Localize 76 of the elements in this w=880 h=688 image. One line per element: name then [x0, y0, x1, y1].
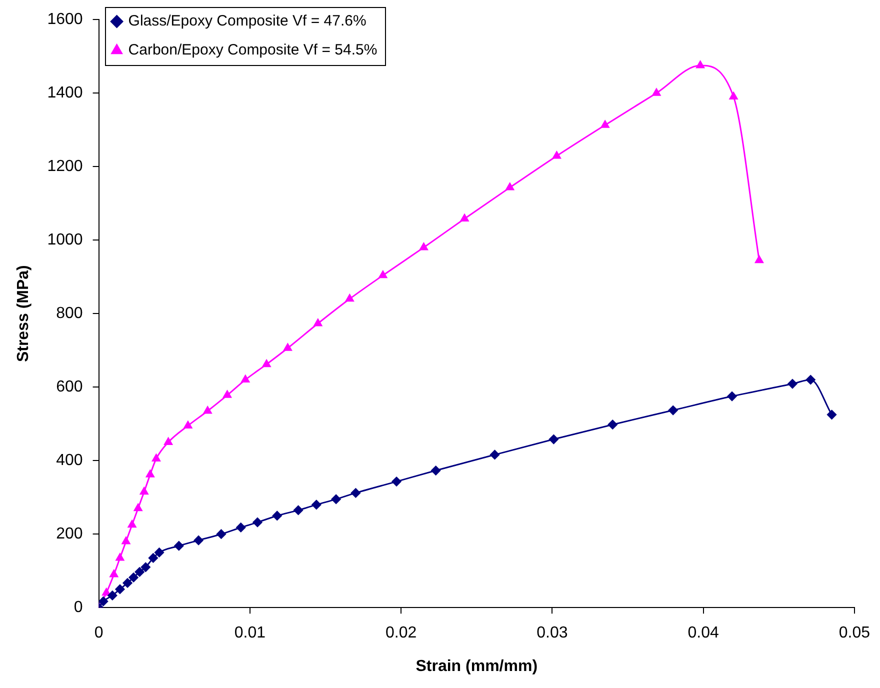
point: [140, 487, 148, 495]
y-tick-label: 1200: [47, 158, 83, 176]
y-axis-title: Stress (MPa): [15, 265, 32, 362]
point: [122, 578, 132, 588]
point: [460, 214, 469, 222]
point: [600, 120, 610, 128]
point: [203, 406, 212, 414]
point: [827, 410, 837, 420]
x-tick-label: 0.04: [688, 624, 719, 642]
point: [755, 256, 764, 264]
x-tick-label: 0.02: [385, 624, 417, 642]
point: [252, 518, 262, 528]
x-tick-label: 0.03: [536, 624, 568, 642]
x-tick-label: 0.05: [838, 624, 870, 642]
x-tick-label: 0.01: [234, 624, 266, 642]
x-tick-label: 0: [94, 624, 104, 642]
point: [194, 536, 204, 546]
point: [262, 360, 271, 368]
point: [548, 434, 558, 444]
point: [184, 420, 192, 428]
point: [134, 504, 142, 512]
legend-label: Carbon/Epoxy Composite Vf = 54.5%: [128, 42, 378, 59]
point: [115, 584, 125, 594]
point: [788, 379, 798, 389]
point: [154, 548, 164, 558]
y-tick-label: 0: [74, 599, 83, 616]
point: [490, 450, 500, 460]
point: [314, 318, 322, 326]
point: [668, 406, 678, 416]
point: [223, 390, 232, 398]
point: [392, 476, 402, 486]
point: [134, 567, 144, 577]
point: [164, 437, 173, 445]
point: [806, 375, 816, 384]
point: [128, 520, 136, 528]
point: [110, 570, 118, 578]
point: [241, 375, 250, 382]
y-tick-label: 1000: [47, 232, 83, 249]
point: [174, 541, 184, 551]
x-axis-title: Strain (mm/mm): [416, 658, 538, 675]
y-tick-label: 600: [56, 378, 83, 396]
y-tick-label: 1600: [47, 11, 83, 28]
point: [552, 151, 561, 159]
point: [350, 488, 360, 498]
point: [727, 392, 737, 402]
point: [148, 553, 158, 563]
point: [378, 270, 388, 278]
point: [345, 294, 354, 302]
point: [431, 466, 441, 476]
y-tick-label: 400: [56, 452, 83, 470]
point: [122, 536, 130, 544]
point: [108, 590, 118, 600]
point: [140, 562, 150, 572]
point: [652, 88, 661, 96]
point: [98, 596, 108, 606]
point: [102, 588, 111, 596]
y-tick-label: 1400: [47, 84, 83, 102]
y-tick-label: 800: [56, 305, 83, 322]
point: [152, 454, 160, 462]
point: [146, 470, 154, 478]
point: [236, 522, 246, 532]
point: [294, 505, 304, 515]
point: [608, 420, 618, 430]
point: [331, 494, 341, 504]
legend-label: Glass/Epoxy Composite Vf = 47.6%: [128, 12, 366, 30]
point: [283, 343, 292, 351]
point: [729, 92, 738, 100]
point: [128, 572, 138, 582]
point: [506, 182, 514, 190]
y-tick-label: 200: [56, 526, 83, 543]
point: [312, 500, 322, 510]
point: [696, 60, 704, 68]
point: [216, 529, 226, 539]
point: [116, 553, 124, 561]
point: [272, 510, 282, 520]
point: [420, 242, 428, 250]
